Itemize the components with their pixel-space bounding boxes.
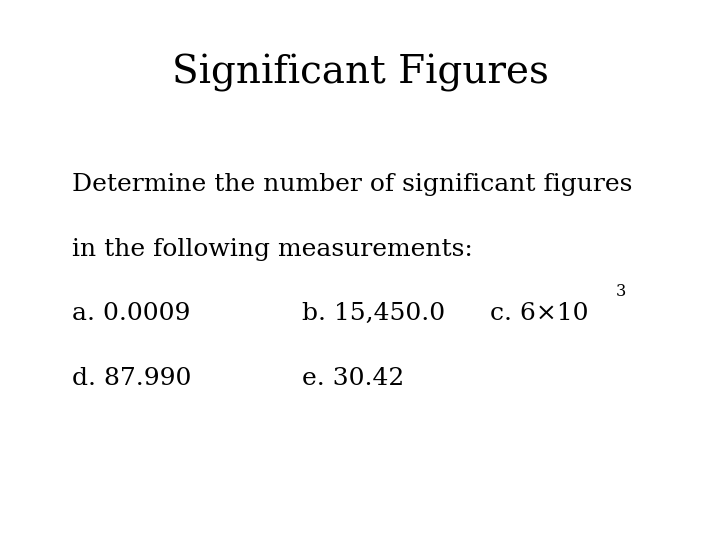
Text: c. 6×10: c. 6×10 <box>490 302 588 326</box>
Text: a. 0.0009: a. 0.0009 <box>72 302 190 326</box>
Text: d. 87.990: d. 87.990 <box>72 367 192 390</box>
Text: in the following measurements:: in the following measurements: <box>72 238 473 261</box>
Text: Determine the number of significant figures: Determine the number of significant figu… <box>72 173 632 196</box>
Text: b. 15,450.0: b. 15,450.0 <box>302 302 446 326</box>
Text: 3: 3 <box>616 284 626 300</box>
Text: Significant Figures: Significant Figures <box>171 54 549 92</box>
Text: e. 30.42: e. 30.42 <box>302 367 405 390</box>
